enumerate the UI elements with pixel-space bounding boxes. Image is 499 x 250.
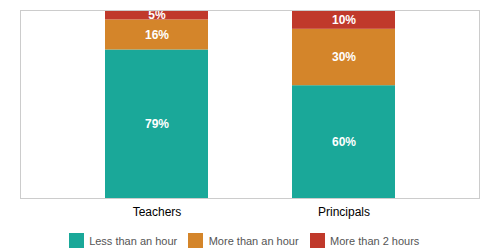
svg-text:5%: 5% (148, 8, 166, 22)
html-text:More than an hour: More than an hour (208, 234, 299, 247)
svg-text:Teachers: Teachers (133, 205, 182, 219)
svg-text:10%: 10% (332, 13, 356, 27)
html-text:Less than an hour: Less than an hour (89, 234, 178, 247)
svg-text:79%: 79% (145, 117, 169, 131)
html-text:More than 2 hours: More than 2 hours (330, 234, 420, 247)
svg-text:30%: 30% (332, 50, 356, 64)
svg-text:Principals: Principals (318, 205, 370, 219)
svg-text:60%: 60% (332, 135, 356, 149)
svg-text:16%: 16% (145, 28, 169, 42)
